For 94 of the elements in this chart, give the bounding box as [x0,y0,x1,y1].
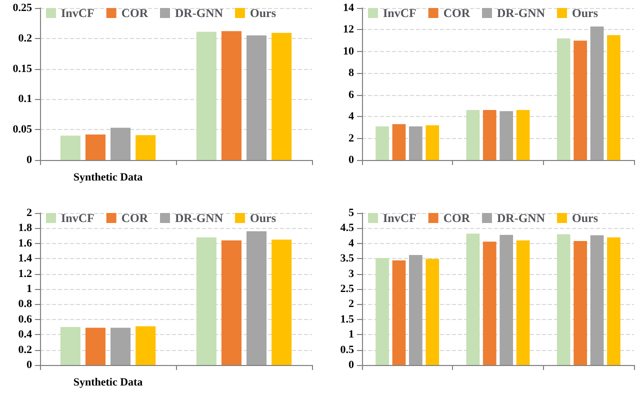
bar [426,125,440,160]
y-tick-label: 4 [348,236,354,249]
bar [607,236,620,364]
legend-label: InvCF [383,6,416,20]
y-tick-label: 3 [348,267,354,280]
bar [607,35,620,160]
y-tick-label: 1.6 [18,236,32,249]
y-tick-label: 1 [26,282,32,294]
bar [272,239,292,364]
y-tick-label: 0.2 [18,343,32,356]
legend-label: COR [443,6,470,20]
bar [392,124,406,160]
y-tick-label: 4.5 [340,222,354,234]
y-tick-label: 5 [348,206,354,218]
y-tick-label: 8 [348,67,354,80]
legend-label: InvCF [61,6,94,20]
y-tick-label: 1.8 [18,222,32,234]
bar [110,327,131,364]
bar [556,234,570,364]
legend-label: COR [121,6,148,20]
y-tick-label: 0 [26,154,32,166]
bar [60,326,80,364]
y-tick-label: 0.2 [18,32,32,44]
bar [574,40,587,160]
bar [221,31,242,160]
bar [500,234,514,364]
legend-label: COR [121,210,148,224]
legend-label: Ours [572,6,598,20]
x-tick-label: Synthetic Data [73,376,144,388]
legend-label: DR-GNN [497,210,546,224]
legend-label: Ours [250,6,276,20]
x-tick-label: Synthetic Data [73,172,144,184]
y-tick-label: 0 [26,358,32,370]
bar [272,32,292,160]
legend-label: Ours [250,210,276,224]
bar [516,110,530,160]
bar [590,26,604,160]
bar [196,236,216,364]
y-tick-label: 14 [343,2,354,14]
y-tick-label: 0.05 [12,124,32,136]
legend-label: COR [443,210,470,224]
y-tick-label: 1.5 [340,312,354,325]
y-tick-label: 0.5 [340,343,354,356]
y-tick-label: 0.8 [18,298,32,310]
y-tick-label: 0.15 [12,62,32,75]
bar [426,258,440,364]
y-tick-label: 2 [26,206,32,218]
y-tick-label: 1.2 [18,267,32,280]
bar [85,327,106,364]
legend-label: InvCF [383,210,416,224]
bar [500,111,514,160]
bar [466,233,480,364]
bar [196,32,216,160]
y-tick-label: 6 [348,88,354,101]
bar [556,38,570,160]
bar [136,135,156,160]
bar [110,128,131,160]
y-tick-label: 1.4 [18,252,32,264]
bar [246,230,267,364]
bar [376,126,389,160]
y-tick-label: 0.25 [12,2,32,14]
bar [482,241,496,364]
y-tick-label: 2.5 [340,282,354,294]
y-tick-label: 10 [343,45,354,58]
legend-label: DR-GNN [497,6,546,20]
legend-label: DR-GNN [175,6,224,20]
bar [590,234,604,364]
y-tick-label: 12 [343,24,354,36]
y-tick-label: 0.6 [18,312,32,325]
y-tick-label: 0 [348,358,354,370]
legend-label: DR-GNN [175,210,224,224]
bar [409,254,422,364]
bar [392,260,406,364]
bar [409,126,422,160]
y-tick-label: 0 [348,154,354,166]
y-tick-label: 3.5 [340,252,354,264]
legend-label: Ours [572,210,598,224]
bar [221,240,242,364]
y-tick-label: 1 [348,328,354,340]
bar [466,110,480,160]
legend-label: InvCF [61,210,94,224]
bar [482,110,496,160]
bar [60,136,80,160]
bar [136,326,156,364]
bar [85,134,106,160]
bar [376,257,389,364]
y-tick-label: 2 [348,132,354,144]
bar [246,35,267,160]
bar [516,240,530,364]
y-tick-label: 2 [348,298,354,310]
y-tick-label: 4 [348,110,354,123]
y-tick-label: 0.4 [18,328,32,340]
bar [574,240,587,364]
y-tick-label: 0.1 [18,93,32,106]
